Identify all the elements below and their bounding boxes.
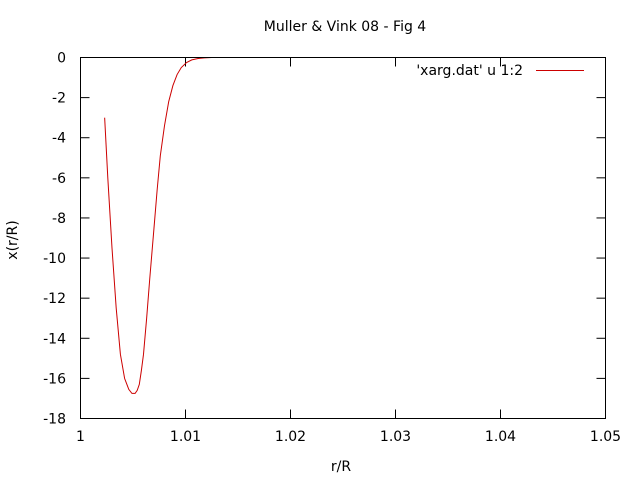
- chart-title: Muller & Vink 08 - Fig 4: [264, 19, 427, 35]
- x-tick-label: 1.05: [590, 429, 621, 445]
- y-tick-labels: 0 -2 -4 -6 -8 -10 -12 -14 -16 -18: [43, 51, 66, 428]
- y-tick-label: -18: [43, 412, 66, 428]
- legend-label: 'xarg.dat' u 1:2: [416, 63, 523, 79]
- y-tick-label: 0: [57, 51, 66, 67]
- y-tick-label: -14: [43, 331, 66, 347]
- y-tick-label: -2: [52, 91, 66, 107]
- legend: 'xarg.dat' u 1:2: [416, 63, 584, 79]
- x-tick-label: 1: [76, 429, 85, 445]
- y-tick-label: -16: [43, 371, 66, 387]
- y-tick-label: -10: [43, 251, 66, 267]
- x-tick-label: 1.04: [485, 429, 516, 445]
- x-tick-label: 1.03: [380, 429, 411, 445]
- y-tick-label: -8: [52, 211, 66, 227]
- series-group: [104, 57, 220, 394]
- series-line-0: [104, 57, 220, 394]
- tick-marks: [80, 57, 606, 419]
- x-tick-label: 1.01: [170, 429, 201, 445]
- x-tick-label: 1.02: [275, 429, 306, 445]
- x-axis-label: r/R: [331, 459, 351, 475]
- y-tick-label: -4: [52, 131, 66, 147]
- x-tick-labels: 1 1.01 1.02 1.03 1.04 1.05: [76, 429, 621, 445]
- y-axis-label: x(r/R): [5, 220, 21, 259]
- y-tick-label: -6: [52, 171, 66, 187]
- y-tick-label: -12: [43, 291, 66, 307]
- plot-frame: [80, 57, 606, 419]
